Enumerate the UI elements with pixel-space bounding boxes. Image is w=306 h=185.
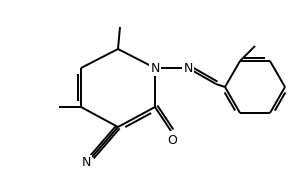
Text: N: N: [81, 157, 91, 169]
Text: O: O: [167, 134, 177, 147]
Text: N: N: [183, 61, 193, 75]
Text: N: N: [150, 61, 160, 75]
Text: O: O: [166, 132, 176, 145]
